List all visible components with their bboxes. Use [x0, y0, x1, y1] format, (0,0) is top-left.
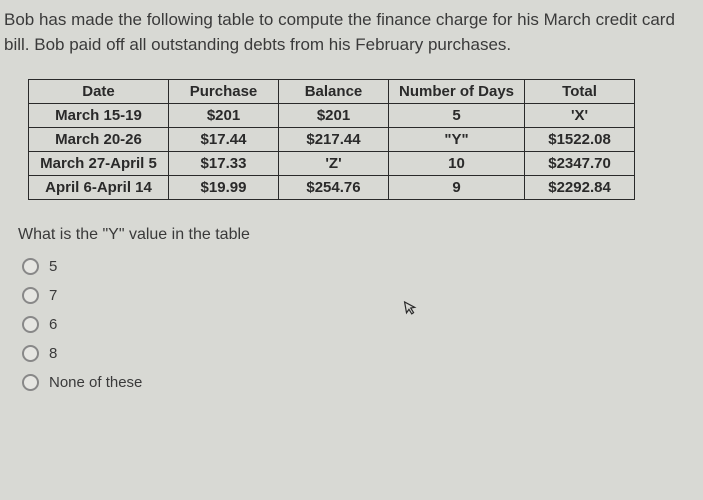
option-none[interactable]: None of these — [22, 374, 703, 391]
option-8[interactable]: 8 — [22, 345, 703, 362]
cell-balance: $201 — [279, 104, 389, 128]
question-text: What is the "Y" value in the table — [18, 226, 703, 244]
problem-intro: Bob has made the following table to comp… — [0, 0, 703, 57]
cell-balance: $254.76 — [279, 176, 389, 200]
cell-purchase: $19.99 — [169, 176, 279, 200]
option-6[interactable]: 6 — [22, 316, 703, 333]
cell-total: $1522.08 — [525, 128, 635, 152]
table-header-row: Date Purchase Balance Number of Days Tot… — [29, 80, 635, 104]
header-purchase: Purchase — [169, 80, 279, 104]
cell-days: 10 — [389, 152, 525, 176]
option-label: None of these — [49, 374, 142, 391]
cell-date: March 27-April 5 — [29, 152, 169, 176]
cell-date: April 6-April 14 — [29, 176, 169, 200]
radio-icon[interactable] — [22, 258, 39, 275]
radio-icon[interactable] — [22, 316, 39, 333]
option-label: 7 — [49, 287, 57, 304]
options-group: 5 7 6 8 None of these — [22, 258, 703, 391]
header-date: Date — [29, 80, 169, 104]
radio-icon[interactable] — [22, 374, 39, 391]
cell-total: 'X' — [525, 104, 635, 128]
table-row: March 15-19 $201 $201 5 'X' — [29, 104, 635, 128]
cell-total: $2347.70 — [525, 152, 635, 176]
cell-balance: $217.44 — [279, 128, 389, 152]
finance-table-wrap: Date Purchase Balance Number of Days Tot… — [28, 79, 703, 200]
cell-purchase: $201 — [169, 104, 279, 128]
radio-icon[interactable] — [22, 345, 39, 362]
cell-date: March 15-19 — [29, 104, 169, 128]
header-days: Number of Days — [389, 80, 525, 104]
option-5[interactable]: 5 — [22, 258, 703, 275]
option-label: 8 — [49, 345, 57, 362]
option-label: 5 — [49, 258, 57, 275]
cell-days: 9 — [389, 176, 525, 200]
cell-days: 5 — [389, 104, 525, 128]
cell-balance: 'Z' — [279, 152, 389, 176]
cell-total: $2292.84 — [525, 176, 635, 200]
cell-purchase: $17.44 — [169, 128, 279, 152]
option-label: 6 — [49, 316, 57, 333]
radio-icon[interactable] — [22, 287, 39, 304]
option-7[interactable]: 7 — [22, 287, 703, 304]
table-row: March 27-April 5 $17.33 'Z' 10 $2347.70 — [29, 152, 635, 176]
header-total: Total — [525, 80, 635, 104]
table-row: March 20-26 $17.44 $217.44 "Y" $1522.08 — [29, 128, 635, 152]
cell-date: March 20-26 — [29, 128, 169, 152]
cell-days: "Y" — [389, 128, 525, 152]
finance-table: Date Purchase Balance Number of Days Tot… — [28, 79, 635, 200]
table-row: April 6-April 14 $19.99 $254.76 9 $2292.… — [29, 176, 635, 200]
cell-purchase: $17.33 — [169, 152, 279, 176]
header-balance: Balance — [279, 80, 389, 104]
